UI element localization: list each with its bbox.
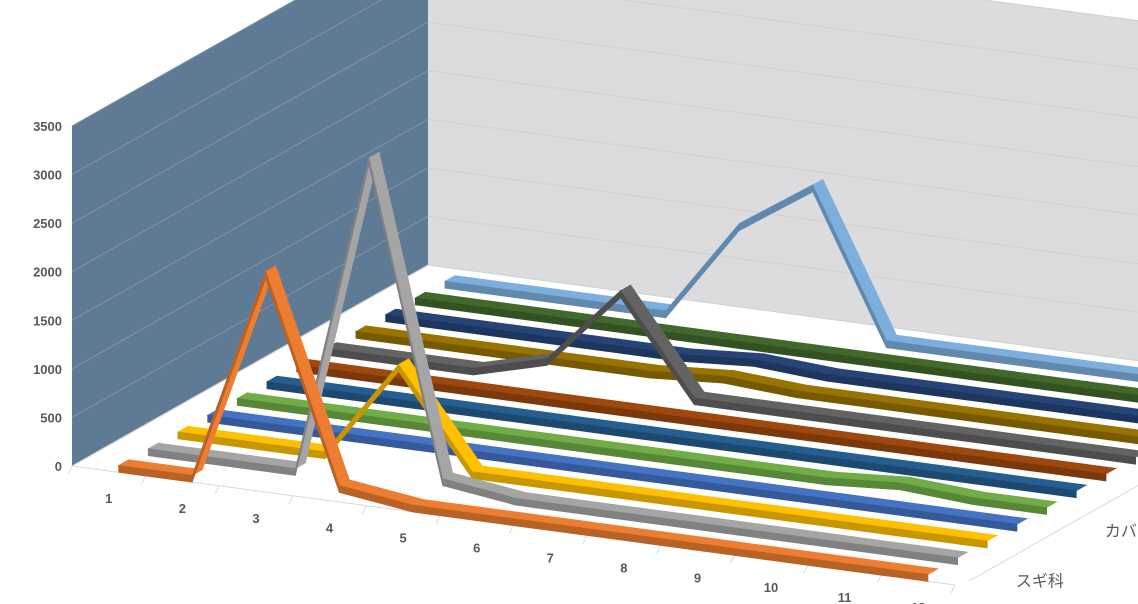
side-wall-gridline (71, 0, 383, 176)
y-tick-label: 3500 (33, 119, 62, 134)
chart-walls (71, 0, 1138, 467)
depth-tick-label: カバ… (1105, 521, 1138, 540)
series-segment-front (1106, 370, 1138, 382)
x-tick-mark (656, 545, 662, 554)
x-tick-label: 8 (620, 560, 627, 575)
depth-axis-line (968, 485, 1138, 582)
x-axis: 123456789101112 (105, 491, 925, 604)
back-wall-gridline (427, 264, 1138, 362)
y-tick-label: 2000 (33, 265, 62, 280)
series-line (147, 151, 969, 566)
x-tick-mark (729, 555, 735, 564)
back-wall-gridline (620, 0, 1138, 70)
x-tick-label: 5 (400, 531, 407, 546)
y-tick-label: 500 (40, 410, 62, 425)
series-segment-front (1061, 446, 1136, 465)
series-segment-front (1032, 463, 1107, 482)
series-line (354, 325, 1138, 445)
side-wall-gridline (71, 167, 429, 370)
side-wall-gridline (71, 118, 429, 321)
y-axis: 0 500 1000 1500 2000 2500 3000 3500 (33, 119, 62, 474)
series-layer (117, 151, 1138, 582)
x-tick-label: 4 (326, 521, 334, 536)
series-segment-front (913, 530, 988, 549)
depth-tick-label: スギ科 (1016, 572, 1064, 591)
x-tick-mark (803, 564, 809, 574)
side-wall-gridline (71, 21, 429, 224)
y-tick-label: 0 (55, 459, 62, 474)
x-tick-label: 9 (694, 570, 701, 585)
side-wall-gridline (71, 0, 297, 127)
x-tick-mark (509, 525, 514, 534)
series-line (236, 392, 1058, 515)
series-line (384, 308, 1138, 424)
y-tick-label: 1000 (33, 362, 62, 377)
side-wall-gridline (71, 70, 429, 273)
x-tick-label: 11 (838, 590, 852, 604)
y-tick-label: 1500 (33, 313, 62, 328)
back-wall-gridline (427, 167, 1138, 265)
x-tick-label: 12 (911, 600, 925, 604)
series-segment-front (972, 497, 1047, 515)
back-wall (428, 0, 1138, 361)
x-tick-mark (582, 535, 588, 544)
x-tick-mark (876, 574, 882, 584)
x-tick-label: 2 (179, 501, 186, 516)
series-segment-front (1077, 386, 1138, 403)
series-line (414, 291, 1138, 403)
back-wall-gridline (427, 118, 1138, 216)
x-tick-label: 10 (764, 580, 778, 595)
series-line (117, 265, 940, 582)
series-line (443, 178, 1138, 382)
series-segment-front (1002, 480, 1077, 499)
x-tick-mark (288, 495, 294, 504)
x-tick-mark (361, 505, 367, 514)
series-line (265, 375, 1088, 499)
series-segment-top (1090, 424, 1138, 438)
x-tick-mark (214, 485, 220, 495)
series-segment-front (854, 564, 929, 582)
x-tick-mark (435, 515, 441, 524)
x-tick-label: 3 (252, 511, 259, 526)
floor-left-edge (71, 264, 429, 467)
series-segment-top (1106, 364, 1138, 375)
x-tick-mark (950, 584, 956, 594)
series-segment-front (883, 547, 959, 566)
x-tick-mark (67, 465, 73, 475)
y-tick-label: 3000 (33, 168, 62, 183)
back-wall-gridline (427, 215, 1138, 313)
back-wall-gridline (427, 70, 1138, 167)
y-tick-label: 2500 (33, 216, 62, 231)
x-tick-label: 7 (547, 550, 554, 565)
series-segment-front (943, 513, 1018, 532)
series-line (295, 358, 1118, 482)
series-segment-front (1121, 413, 1138, 424)
back-wall-gridline (427, 21, 1138, 119)
x-tick-label: 1 (105, 491, 112, 506)
series-segment-front (1091, 430, 1138, 445)
side-wall (72, 0, 428, 466)
x-tick-mark (141, 475, 147, 485)
series-line (206, 409, 1029, 532)
x-tick-label: 6 (473, 541, 480, 556)
